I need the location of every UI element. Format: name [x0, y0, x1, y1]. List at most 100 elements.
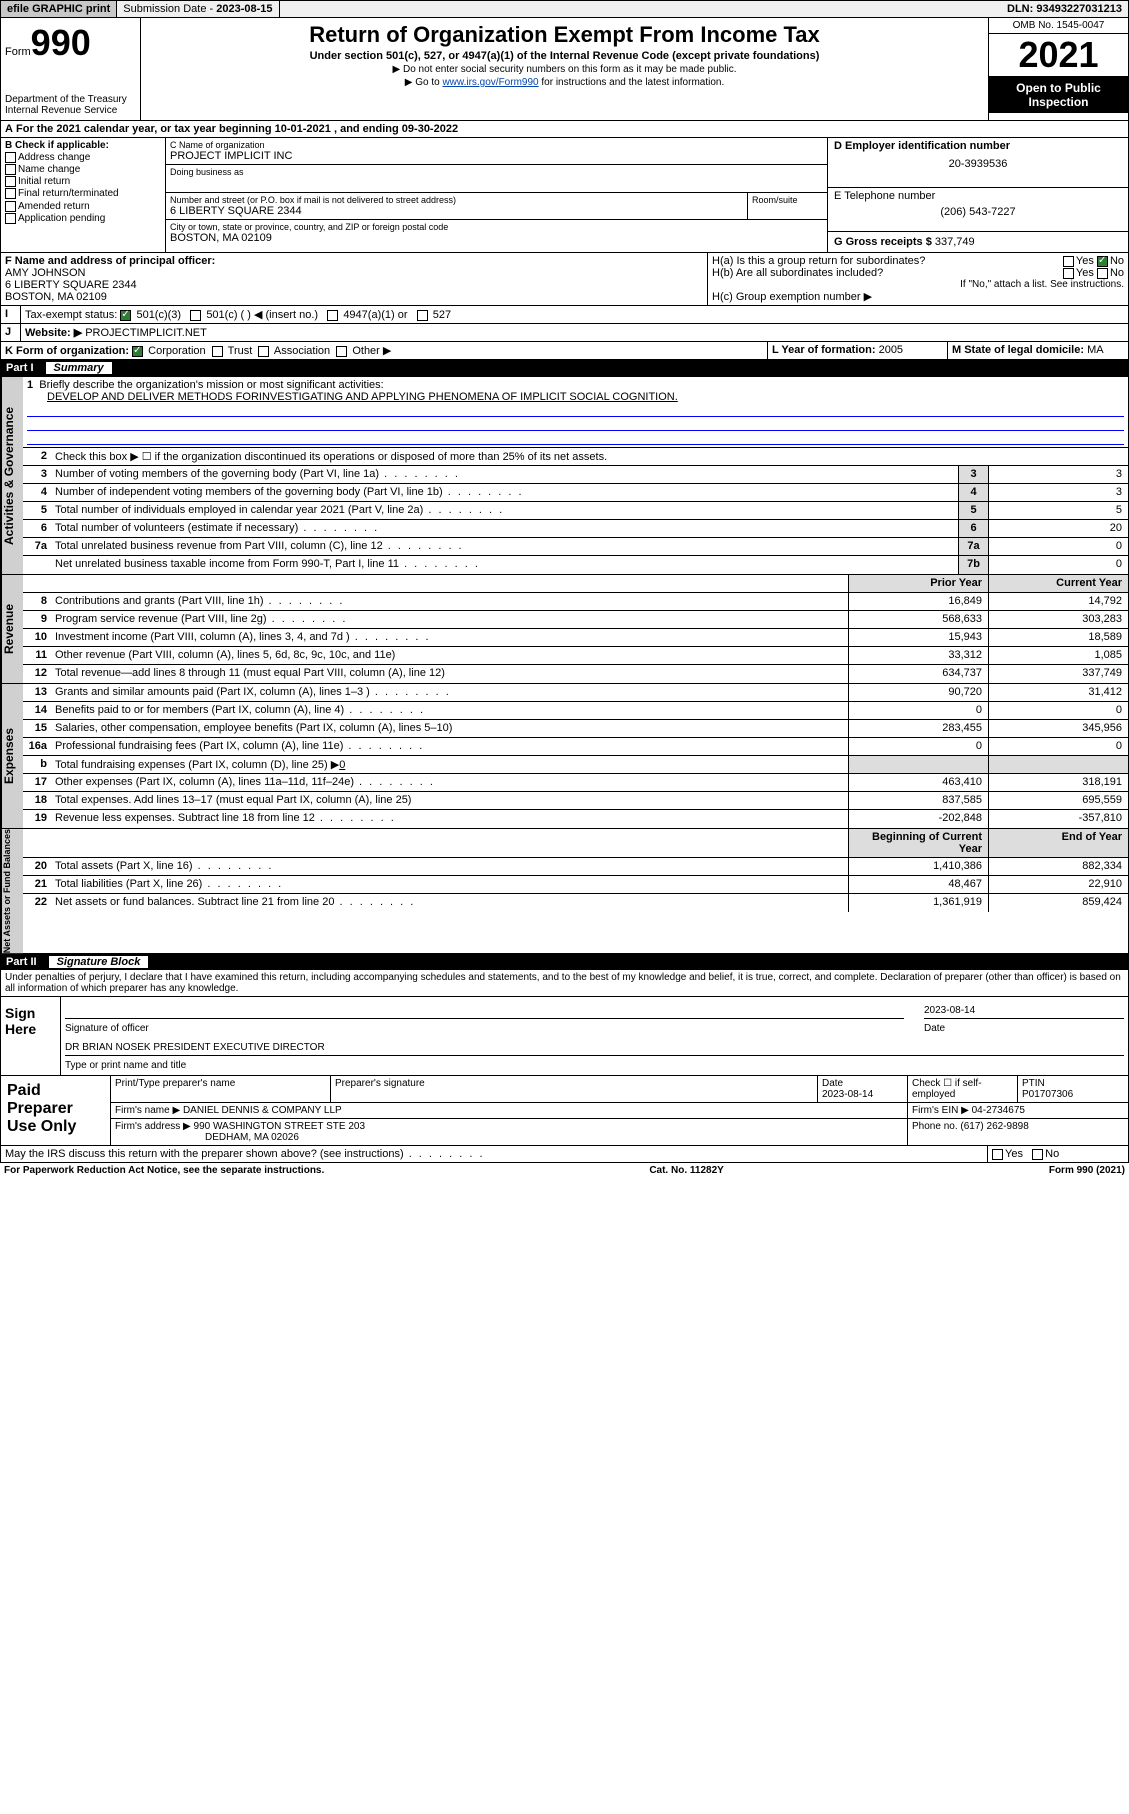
irs-link[interactable]: www.irs.gov/Form990 — [442, 77, 538, 88]
line-a: A For the 2021 calendar year, or tax yea… — [0, 121, 1129, 138]
chk-501c[interactable] — [190, 310, 201, 321]
l8-text: Contributions and grants (Part VIII, lin… — [51, 593, 848, 610]
public-inspection: Open to Public Inspection — [989, 77, 1128, 113]
vlabel-net-assets: Net Assets or Fund Balances — [1, 829, 23, 953]
chk-527[interactable] — [417, 310, 428, 321]
domicile-value: MA — [1087, 344, 1104, 356]
officer-addr2: BOSTON, MA 02109 — [5, 291, 107, 303]
part-2-title: Signature Block — [49, 956, 149, 968]
chk-name-change[interactable]: Name change — [5, 164, 161, 175]
l7a-text: Total unrelated business revenue from Pa… — [51, 538, 958, 555]
addr-label: Number and street (or P.O. box if mail i… — [170, 195, 743, 205]
l16a-prior: 0 — [848, 738, 988, 755]
sign-here-block: Sign Here Signature of officer 2023-08-1… — [0, 997, 1129, 1076]
l6-text: Total number of volunteers (estimate if … — [51, 520, 958, 537]
l14-prior: 0 — [848, 702, 988, 719]
chk-application-pending[interactable]: Application pending — [5, 213, 161, 224]
goto-line: ▶ Go to www.irs.gov/Form990 for instruct… — [145, 77, 984, 88]
section-b-header: B Check if applicable: — [5, 140, 109, 151]
l1-label: Briefly describe the organization's miss… — [39, 379, 383, 391]
website-label: Website: ▶ — [25, 327, 82, 339]
chk-trust[interactable] — [212, 346, 223, 357]
prep-selfemployed: Check ☐ if self-employed — [908, 1076, 1018, 1102]
part-1-title: Summary — [46, 362, 112, 374]
city-label: City or town, state or province, country… — [170, 222, 823, 232]
mission-text: DEVELOP AND DELIVER METHODS FORINVESTIGA… — [47, 391, 1124, 403]
chk-final-return[interactable]: Final return/terminated — [5, 188, 161, 199]
ptin-value: P01707306 — [1022, 1089, 1073, 1100]
l13-text: Grants and similar amounts paid (Part IX… — [51, 684, 848, 701]
efile-print-button[interactable]: efile GRAPHIC print — [1, 1, 117, 17]
l22-prior: 1,361,919 — [848, 894, 988, 912]
addr-value: 6 LIBERTY SQUARE 2344 — [170, 205, 743, 217]
ha-yes-checkbox[interactable] — [1063, 256, 1074, 267]
firm-phone-value: (617) 262-9898 — [960, 1121, 1028, 1132]
l18-current: 695,559 — [988, 792, 1128, 809]
website-value: PROJECTIMPLICIT.NET — [85, 327, 207, 339]
row-j: J Website: ▶ PROJECTIMPLICIT.NET — [0, 324, 1129, 342]
chk-association[interactable] — [258, 346, 269, 357]
current-year-header: Current Year — [988, 575, 1128, 592]
l19-text: Revenue less expenses. Subtract line 18 … — [51, 810, 848, 828]
hb-yes-checkbox[interactable] — [1063, 268, 1074, 279]
l11-current: 1,085 — [988, 647, 1128, 664]
firm-name-value: DANIEL DENNIS & COMPANY LLP — [183, 1105, 342, 1116]
firm-phone-label: Phone no. — [912, 1121, 958, 1132]
footer-left: For Paperwork Reduction Act Notice, see … — [4, 1165, 324, 1176]
phone-label: E Telephone number — [834, 190, 935, 202]
end-year-header: End of Year — [988, 829, 1128, 857]
l20-text: Total assets (Part X, line 16) — [51, 858, 848, 875]
ha-no-checkbox[interactable] — [1097, 256, 1108, 267]
h-a: H(a) Is this a group return for subordin… — [712, 255, 1124, 267]
l11-text: Other revenue (Part VIII, column (A), li… — [51, 647, 848, 664]
beginning-header: Beginning of Current Year — [848, 829, 988, 857]
l11-prior: 33,312 — [848, 647, 988, 664]
firm-addr1: 990 WASHINGTON STREET STE 203 — [194, 1121, 366, 1132]
discuss-no-checkbox[interactable] — [1032, 1149, 1043, 1160]
discuss-yes-checkbox[interactable] — [992, 1149, 1003, 1160]
chk-other[interactable] — [336, 346, 347, 357]
l14-current: 0 — [988, 702, 1128, 719]
l3-value: 3 — [988, 466, 1128, 483]
dln-value: 93493227031213 — [1036, 3, 1122, 15]
firm-ein-value: 04-2734675 — [972, 1105, 1025, 1116]
sig-officer-label: Signature of officer — [65, 1023, 904, 1034]
chk-amended-return[interactable]: Amended return — [5, 201, 161, 212]
line-a-mid: , and ending — [331, 123, 402, 135]
chk-address-change[interactable]: Address change — [5, 152, 161, 163]
prep-print-label: Print/Type preparer's name — [111, 1076, 331, 1102]
chk-501c3[interactable] — [120, 310, 131, 321]
l7a-value: 0 — [988, 538, 1128, 555]
hb-no-checkbox[interactable] — [1097, 268, 1108, 279]
h-b-note: If "No," attach a list. See instructions… — [712, 279, 1124, 290]
dept-treasury: Department of the Treasury — [5, 94, 136, 105]
tax-exempt-label: Tax-exempt status: — [25, 309, 117, 321]
line-a-end: 09-30-2022 — [402, 123, 458, 135]
l21-text: Total liabilities (Part X, line 26) — [51, 876, 848, 893]
l14-text: Benefits paid to or for members (Part IX… — [51, 702, 848, 719]
irs-label: Internal Revenue Service — [5, 105, 136, 116]
vlabel-revenue: Revenue — [1, 575, 23, 683]
chk-4947[interactable] — [327, 310, 338, 321]
l20-current: 882,334 — [988, 858, 1128, 875]
l9-prior: 568,633 — [848, 611, 988, 628]
l17-prior: 463,410 — [848, 774, 988, 791]
chk-initial-return[interactable]: Initial return — [5, 176, 161, 187]
l2-text: Check this box ▶ ☐ if the organization d… — [51, 448, 1128, 465]
l17-current: 318,191 — [988, 774, 1128, 791]
chk-corporation[interactable] — [132, 346, 143, 357]
l12-current: 337,749 — [988, 665, 1128, 683]
l5-text: Total number of individuals employed in … — [51, 502, 958, 519]
officer-addr1: 6 LIBERTY SQUARE 2344 — [5, 279, 137, 291]
h-c: H(c) Group exemption number ▶ — [712, 290, 1124, 303]
l10-text: Investment income (Part VIII, column (A)… — [51, 629, 848, 646]
form-org-label: K Form of organization: — [5, 345, 129, 357]
l15-text: Salaries, other compensation, employee b… — [51, 720, 848, 737]
room-label: Room/suite — [752, 195, 823, 205]
firm-ein-label: Firm's EIN ▶ — [912, 1105, 969, 1116]
l18-text: Total expenses. Add lines 13–17 (must eq… — [51, 792, 848, 809]
l12-prior: 634,737 — [848, 665, 988, 683]
l8-prior: 16,849 — [848, 593, 988, 610]
type-name-label: Type or print name and title — [65, 1060, 1124, 1071]
header-mid: Return of Organization Exempt From Incom… — [141, 18, 988, 120]
